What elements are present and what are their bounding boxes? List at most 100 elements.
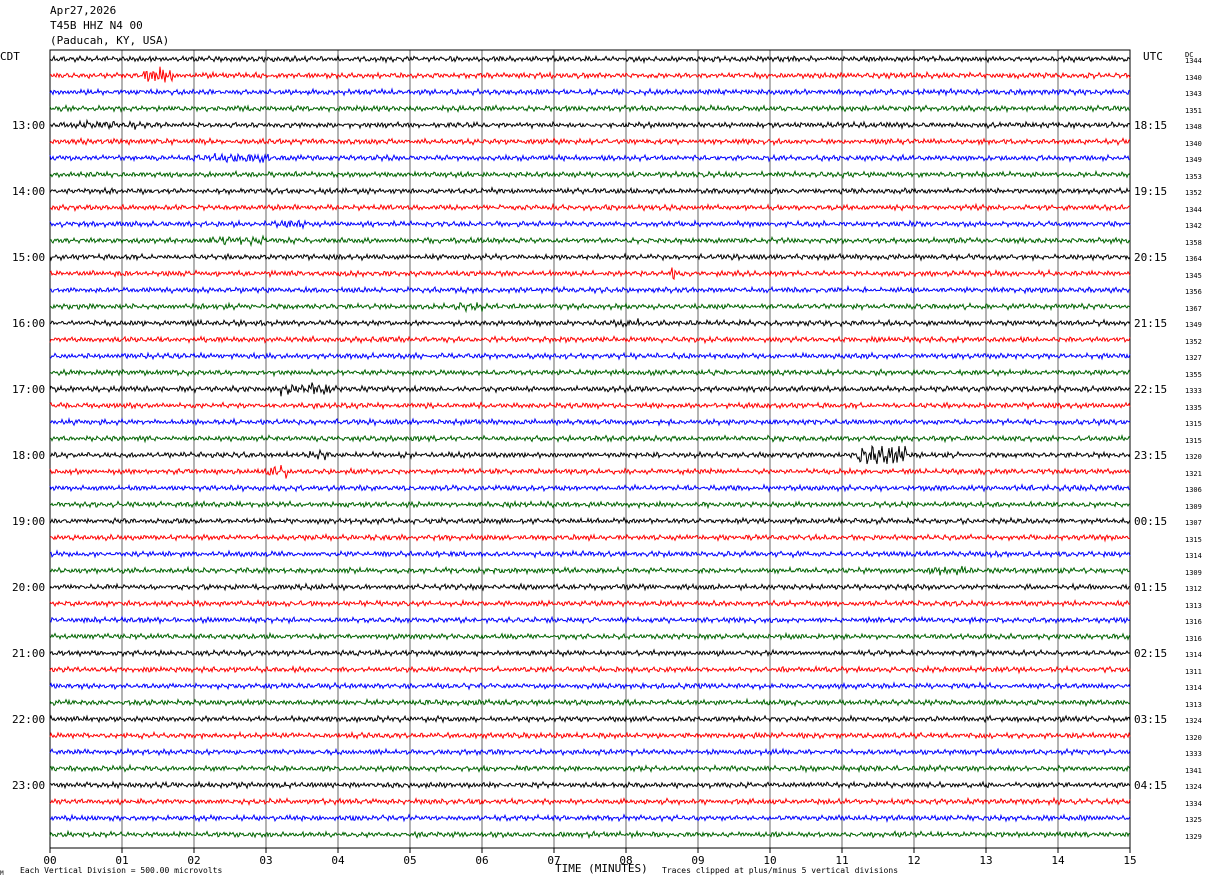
- dc-offset-label: 1352: [1185, 337, 1202, 346]
- x-tick-label: 12: [907, 854, 920, 867]
- trace-line: [49, 103, 1131, 114]
- trace-line: [49, 648, 1131, 658]
- trace-line: [49, 730, 1131, 741]
- date-label: Apr27,2026: [50, 4, 117, 17]
- trace-line: [49, 714, 1131, 724]
- dc-offset-label: 1313: [1185, 700, 1202, 709]
- trace-line: [49, 664, 1131, 675]
- trace-line: [49, 549, 1131, 559]
- right-hour-label: 18:15: [1134, 119, 1168, 132]
- dc-offset-label: 1309: [1185, 502, 1202, 511]
- dc-offset-label: 1333: [1185, 387, 1202, 395]
- dc-offset-label: 1315: [1185, 535, 1202, 544]
- station-label: T45B HHZ N4 00: [50, 19, 143, 32]
- x-tick-label: 15: [1123, 854, 1136, 867]
- left-hour-label: 22:00: [12, 713, 46, 726]
- trace-line: [49, 54, 1131, 65]
- trace-line: [49, 169, 1131, 180]
- dc-offset-label: 1349: [1185, 156, 1202, 164]
- left-hour-label: 19:00: [12, 515, 46, 528]
- trace-line: [49, 318, 1131, 329]
- dc-offset-label: 1324: [1185, 783, 1202, 791]
- x-tick-label: 04: [331, 854, 345, 867]
- dc-offset-label: 1340: [1185, 73, 1202, 82]
- dc-offset-label: 1320: [1185, 733, 1202, 742]
- trace-line: [49, 433, 1131, 444]
- dc-offset-label: 1334: [1185, 799, 1202, 808]
- x-axis-title: TIME (MINUTES): [555, 862, 648, 875]
- trace-line: [49, 351, 1131, 361]
- dc-offset-label: 1316: [1185, 618, 1202, 626]
- trace-line: [49, 631, 1131, 641]
- right-hour-label: 20:15: [1134, 251, 1168, 264]
- dc-offset-label: 1307: [1185, 519, 1202, 527]
- trace-line: [49, 285, 1131, 295]
- trace-line: [49, 598, 1131, 609]
- dc-offset-label: 1321: [1185, 469, 1202, 478]
- dc-offset-label: 1344: [1185, 57, 1202, 65]
- x-tick-label: 00: [43, 854, 56, 867]
- trace-line: [49, 252, 1131, 262]
- trace-line: [49, 267, 1131, 281]
- trace-line: [49, 565, 1131, 576]
- trace-line: [49, 136, 1131, 147]
- grid-lines: [49, 49, 1131, 849]
- x-tick-label: 14: [1051, 854, 1065, 867]
- dc-offset-label: 1344: [1185, 205, 1202, 214]
- location-label: (Paducah, KY, USA): [50, 34, 170, 47]
- left-hour-label: 20:00: [12, 581, 46, 594]
- left-hour-label: 21:00: [12, 647, 46, 660]
- x-tick-label: 11: [835, 854, 848, 867]
- dc-offset-label: 1314: [1185, 684, 1202, 692]
- trace-line: [49, 87, 1131, 97]
- dc-offset-label: 1356: [1185, 288, 1202, 296]
- dc-offset-label: 1353: [1185, 172, 1202, 181]
- scale-note: Each Vertical Division = 500.00 microvol…: [20, 866, 223, 875]
- dc-offset-label: 1345: [1185, 271, 1202, 280]
- trace-line: [49, 416, 1131, 427]
- left-hour-label: 18:00: [12, 449, 46, 462]
- x-tick-label: 06: [475, 854, 488, 867]
- dc-offset-label: 1335: [1185, 403, 1202, 412]
- trace-line: [49, 301, 1131, 314]
- dc-offset-label: 1324: [1185, 717, 1202, 725]
- right-hour-label: 02:15: [1134, 647, 1168, 660]
- trace-line: [49, 483, 1131, 493]
- dc-offset-label: 1320: [1185, 453, 1202, 461]
- dc-offset-label: 1358: [1185, 238, 1202, 247]
- trace-line: [49, 780, 1131, 790]
- dc-offset-label: 1316: [1185, 634, 1202, 643]
- dc-offset-label: 1309: [1185, 568, 1202, 577]
- trace-line: [49, 697, 1131, 708]
- x-tick-label: 08: [619, 854, 632, 867]
- dc-offset-label: 1349: [1185, 321, 1202, 329]
- x-tick-label: 07: [547, 854, 560, 867]
- trace-line: [49, 382, 1131, 397]
- right-timezone-label: UTC: [1143, 50, 1163, 63]
- trace-line: [49, 582, 1131, 592]
- trace-line: [49, 813, 1131, 823]
- trace-line: [49, 219, 1131, 230]
- trace-line: [49, 118, 1131, 131]
- right-hour-label: 04:15: [1134, 779, 1168, 792]
- left-hour-label: 23:00: [12, 779, 46, 792]
- right-hour-label: 21:15: [1134, 317, 1168, 330]
- dc-offset-label: 1355: [1185, 370, 1202, 379]
- dc-offset-label: 1340: [1185, 139, 1202, 148]
- dc-offset-label: 1311: [1185, 667, 1202, 676]
- right-hour-label: 03:15: [1134, 713, 1168, 726]
- dc-offset-label: 1315: [1185, 420, 1202, 428]
- x-tick-label: 13: [979, 854, 992, 867]
- trace-line: [49, 465, 1131, 479]
- dc-offset-label: 1313: [1185, 601, 1202, 610]
- left-hour-label: 15:00: [12, 251, 46, 264]
- trace-line: [49, 202, 1131, 212]
- right-hour-label: 01:15: [1134, 581, 1168, 594]
- trace-line: [49, 796, 1131, 807]
- trace-line: [49, 532, 1131, 543]
- dc-offset-label: 1352: [1185, 189, 1202, 197]
- dc-offset-label: 1327: [1185, 354, 1202, 362]
- dc-offset-label: 1333: [1185, 750, 1202, 758]
- dc-offset-label: 1364: [1185, 255, 1202, 263]
- trace-line: [49, 829, 1131, 840]
